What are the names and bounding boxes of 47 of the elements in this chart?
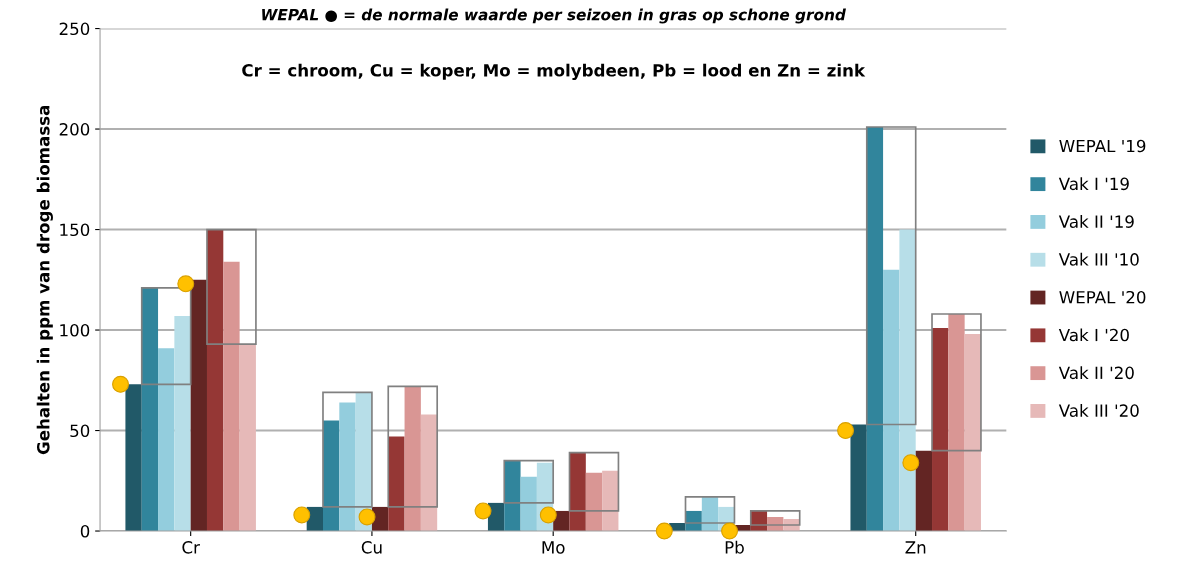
bar <box>948 313 965 532</box>
bar <box>899 229 916 532</box>
x-tick-label: Mo <box>542 541 565 554</box>
bar <box>125 384 142 532</box>
bar <box>932 328 949 532</box>
bar <box>883 269 900 532</box>
legend-label: Vak III '20 <box>1058 404 1139 417</box>
bar <box>141 287 159 532</box>
legend-label: Vak I '19 <box>1058 177 1129 191</box>
legend-label: Vak II '19 <box>1058 215 1134 228</box>
bar <box>158 348 175 532</box>
bar <box>569 452 586 532</box>
bar <box>520 476 537 532</box>
bar <box>239 344 256 532</box>
bar <box>915 450 933 532</box>
y-tick-label: 0 <box>80 524 90 538</box>
y-tick-label: 150 <box>60 223 90 237</box>
y-tick-label: 200 <box>59 123 90 136</box>
bar <box>388 436 405 532</box>
legend-label: Vak III '10 <box>1058 252 1139 266</box>
bar <box>602 470 619 532</box>
legend-label: WEPAL '20 <box>1059 290 1146 304</box>
bar <box>850 424 867 532</box>
x-tick-label: Zn <box>905 541 926 554</box>
bar <box>585 472 603 532</box>
bar <box>339 402 356 532</box>
bar <box>190 279 207 532</box>
y-tick-label: 50 <box>70 424 90 438</box>
chart-title: WEPAL ● = de normale waarde per seizoen in gras op schone grond <box>262 8 846 24</box>
bar <box>404 386 421 532</box>
y-axis-title: Gehalten in ppm van droge biomassa <box>36 105 53 455</box>
bar <box>420 414 438 532</box>
x-tick-label: Cr <box>182 541 200 554</box>
annotation: Cr = chroom, Cu = koper, Mo = molybdeen, Pb = lood en Zn = zink <box>242 63 866 80</box>
bar <box>174 315 191 532</box>
bar <box>206 229 224 532</box>
bar <box>866 127 884 532</box>
bar <box>964 334 981 532</box>
y-tick-label: 250 <box>59 22 90 36</box>
x-tick-label: Pb <box>725 540 744 554</box>
bar <box>322 420 340 532</box>
bar <box>223 261 240 532</box>
legend-label: Vak II '20 <box>1058 366 1134 380</box>
legend-label: Vak I '20 <box>1058 328 1129 342</box>
x-tick-label: Cu <box>361 541 382 554</box>
legend-label: WEPAL '19 <box>1059 139 1146 153</box>
y-tick-label: 100 <box>60 324 90 337</box>
